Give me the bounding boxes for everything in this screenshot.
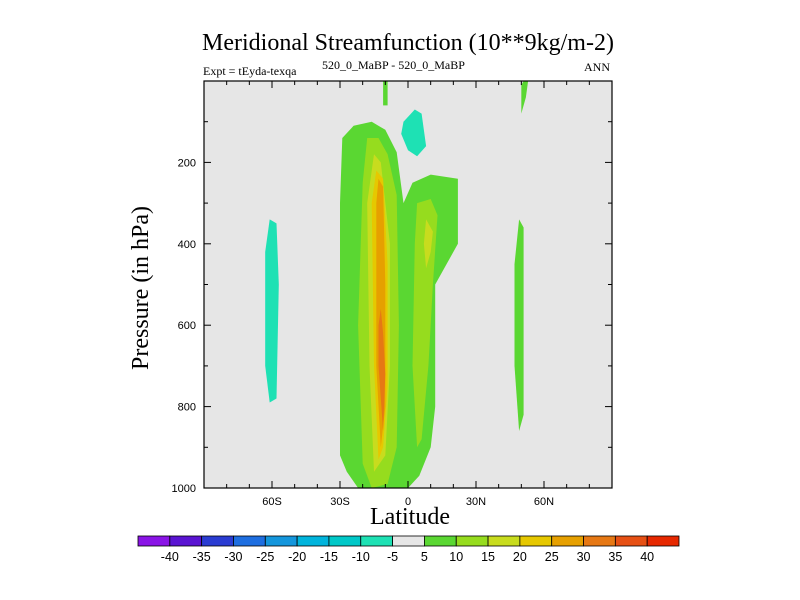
- contour-region-13: [401, 109, 427, 157]
- colorbar-label: -40: [161, 550, 179, 564]
- x-tick-label: 30S: [330, 496, 350, 508]
- colorbar-label: 35: [608, 550, 622, 564]
- colorbar-box: [519, 535, 553, 547]
- colorbar-box: [328, 535, 362, 547]
- colorbar-box: [646, 535, 680, 547]
- contour-region-2: [383, 81, 388, 106]
- colorbar-box: [487, 535, 521, 547]
- contour-region-4: [514, 219, 524, 431]
- colorbar-box: [360, 535, 393, 547]
- colorbar-box: [424, 535, 457, 547]
- colorbar-label: 20: [513, 550, 527, 564]
- colorbar-box: [296, 535, 330, 547]
- colorbar-label: 10: [449, 550, 463, 564]
- y-tick-label: 200: [178, 157, 196, 169]
- colorbar-label: 15: [481, 550, 495, 564]
- y-tick-label: 800: [178, 402, 196, 414]
- contour-region-12: [265, 219, 279, 403]
- chart-title: Meridional Streamfunction (10**9kg/m-2): [202, 30, 614, 56]
- contour-region-8: [423, 219, 433, 269]
- contour-region-3: [521, 81, 529, 114]
- x-tick-label: 0: [405, 496, 411, 508]
- x-tick-label: 60S: [262, 496, 282, 508]
- colorbar-label: -15: [320, 550, 338, 564]
- colorbar-label: -20: [288, 550, 306, 564]
- x-tick-label: 60N: [534, 496, 554, 508]
- colorbar-label: 30: [577, 550, 591, 564]
- colorbar-label: -10: [352, 550, 370, 564]
- colorbar-label: 5: [421, 550, 428, 564]
- axes: 60S 30S 0 30N 60N 200 400 600 800 1000: [172, 81, 612, 508]
- colorbar-label: -5: [387, 550, 398, 564]
- x-tick-label: 30N: [466, 496, 486, 508]
- colorbar-label: -35: [193, 550, 211, 564]
- colorbar-label: -25: [256, 550, 274, 564]
- y-tick-label: 400: [178, 239, 196, 251]
- colorbar-label: 25: [545, 550, 559, 564]
- contour-region-11: [378, 308, 386, 431]
- y-tick-label: 1000: [172, 483, 196, 495]
- x-axis-label: Latitude: [370, 504, 450, 530]
- season-label: ANN: [584, 60, 610, 74]
- colorbar-box: [551, 535, 584, 547]
- contour-region-6: [412, 199, 438, 448]
- colorbar: -40 -35 -30 -25 -20 -15 -10 -5 5 10 15 20 25 30 35 40: [137, 535, 680, 564]
- colorbar-label: -30: [224, 550, 242, 564]
- colorbar-box: [137, 535, 171, 547]
- contour-fills: [204, 81, 612, 488]
- colorbar-box: [583, 535, 616, 547]
- y-tick-label: 600: [178, 320, 196, 332]
- colorbar-label: 40: [640, 550, 654, 564]
- colorbar-box: [264, 535, 298, 547]
- experiment-label: Expt = tEyda-texqa: [203, 64, 297, 78]
- colorbar-box: [233, 535, 266, 547]
- colorbar-box: [201, 535, 234, 547]
- colorbar-box: [169, 535, 203, 547]
- colorbar-box: [614, 535, 648, 547]
- colorbar-box: [392, 535, 425, 547]
- period-label: 520_0_MaBP - 520_0_MaBP: [322, 58, 465, 72]
- colorbar-box: [455, 535, 489, 547]
